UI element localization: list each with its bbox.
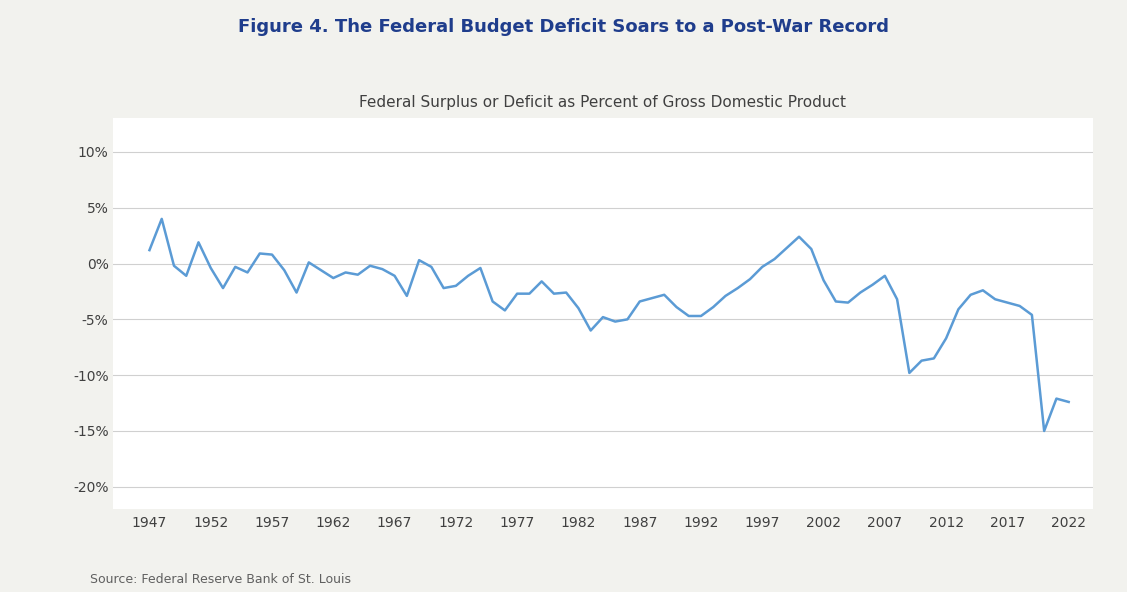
Text: Figure 4. The Federal Budget Deficit Soars to a Post-War Record: Figure 4. The Federal Budget Deficit Soa… (238, 18, 889, 36)
Title: Federal Surplus or Deficit as Percent of Gross Domestic Product: Federal Surplus or Deficit as Percent of… (360, 95, 846, 110)
Text: Source: Federal Reserve Bank of St. Louis: Source: Federal Reserve Bank of St. Loui… (90, 573, 352, 586)
